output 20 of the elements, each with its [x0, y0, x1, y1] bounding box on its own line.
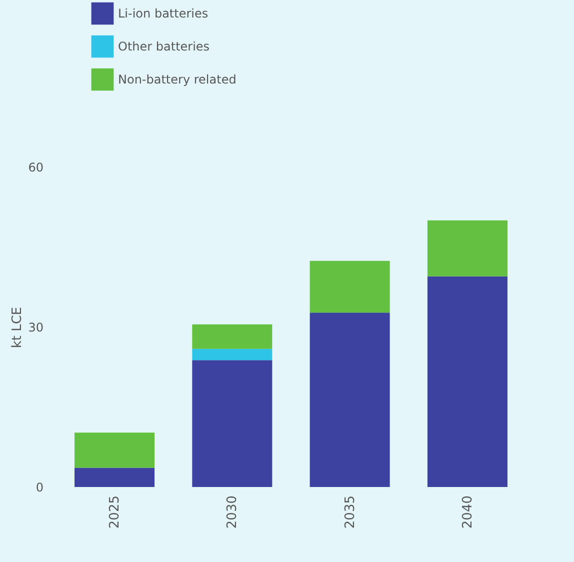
legend-label: Li-ion batteries: [118, 6, 208, 20]
bar: [310, 260, 390, 313]
y-tick-label: 0: [36, 480, 44, 494]
x-tick-label: 2030: [225, 496, 240, 529]
bar: [192, 348, 272, 360]
bar: [74, 468, 155, 487]
legend-label: Other batteries: [118, 40, 210, 54]
bar: [427, 220, 508, 276]
legend-label: Non-battery related: [118, 72, 236, 86]
y-tick-label: 60: [28, 160, 44, 174]
bar: [427, 276, 508, 487]
bar: [192, 324, 272, 349]
x-tick-label: 2040: [460, 496, 476, 529]
y-axis-title: kt LCE: [10, 306, 26, 348]
bar: [310, 312, 390, 487]
x-tick-label: 2035: [342, 496, 358, 529]
bar: [192, 360, 272, 487]
bar: [74, 432, 155, 468]
x-tick-label: 2025: [108, 496, 123, 529]
y-tick-label: 30: [28, 320, 44, 334]
